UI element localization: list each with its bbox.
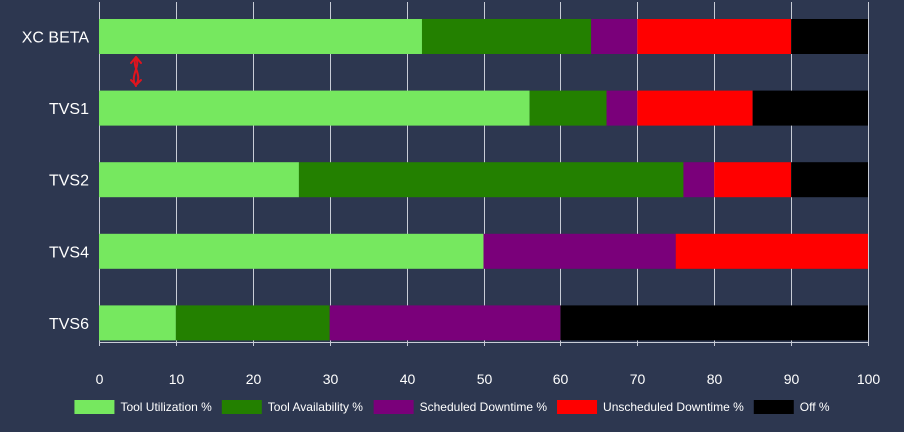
- x-tick-label-90: 90: [784, 371, 800, 387]
- legend: Tool Utilization % Tool Availability % Sch…: [74, 400, 830, 414]
- bar-segment-tvs6-0[interactable]: [99, 305, 176, 341]
- bar-segment-tvs6-1[interactable]: [175, 305, 330, 341]
- legend-swatch: [221, 400, 262, 414]
- x-tick-label-50: 50: [477, 371, 493, 387]
- legend-item-4[interactable]: Off %: [753, 400, 830, 414]
- bar-segment-xc-beta-4[interactable]: [791, 19, 868, 54]
- bar-segment-tvs6-2[interactable]: [329, 305, 561, 341]
- x-tick-label-10: 10: [169, 371, 185, 387]
- legend-item-1[interactable]: Tool Availability %: [221, 400, 363, 414]
- category-label-tvs6: TVS6: [49, 316, 89, 333]
- bar-layer: [99, 19, 868, 341]
- legend-swatch: [557, 400, 598, 414]
- x-tick-label-0: 0: [96, 371, 104, 387]
- bar-segment-tvs4-0[interactable]: [99, 233, 484, 269]
- bar-segment-xc-beta-1[interactable]: [421, 19, 592, 54]
- category-label-tvs4: TVS4: [49, 244, 89, 261]
- bar-segment-tvs1-3[interactable]: [637, 90, 753, 126]
- bar-segment-tvs1-1[interactable]: [529, 90, 607, 126]
- bar-segment-xc-beta-2[interactable]: [591, 19, 638, 54]
- bar-segment-tvs4-3[interactable]: [675, 233, 868, 269]
- x-tick-label-20: 20: [246, 371, 262, 387]
- x-tick-label-100: 100: [857, 371, 881, 387]
- legend-label: Scheduled Downtime %: [420, 400, 548, 414]
- bar-segment-xc-beta-0[interactable]: [99, 19, 422, 54]
- x-tick-label-70: 70: [630, 371, 646, 387]
- bar-segment-tvs2-2[interactable]: [683, 162, 715, 198]
- legend-item-0[interactable]: Tool Utilization %: [74, 400, 212, 414]
- double-arrow-annotation: [130, 56, 142, 87]
- category-label-xc-beta: XC BETA: [22, 30, 90, 47]
- category-label-tvs2: TVS2: [49, 173, 89, 190]
- legend-label: Unscheduled Downtime %: [603, 400, 744, 414]
- legend-label: Tool Availability %: [268, 400, 363, 414]
- legend-swatch: [373, 400, 414, 414]
- bar-segment-tvs6-4[interactable]: [560, 305, 868, 341]
- legend-item-3[interactable]: Unscheduled Downtime %: [557, 400, 744, 414]
- bar-segment-tvs2-1[interactable]: [298, 162, 684, 198]
- bar-segment-xc-beta-3[interactable]: [637, 19, 792, 54]
- legend-swatch: [753, 400, 794, 414]
- label-layer: 0 10 20 30 40 50 60 70 80 90 100 XC BETA TVS1 TVS2 TVS…: [22, 30, 881, 388]
- bar-segment-tvs2-4[interactable]: [791, 162, 868, 198]
- annotation-layer: [130, 56, 142, 87]
- x-tick-label-80: 80: [707, 371, 723, 387]
- bar-segment-tvs4-2[interactable]: [483, 233, 676, 269]
- legend-item-2[interactable]: Scheduled Downtime %: [373, 400, 548, 414]
- bar-segment-tvs2-3[interactable]: [714, 162, 792, 198]
- bar-segment-tvs1-2[interactable]: [606, 90, 638, 126]
- legend-label: Tool Utilization %: [120, 400, 212, 414]
- legend-swatch: [74, 400, 115, 414]
- category-label-tvs1: TVS1: [49, 101, 89, 118]
- legend-label: Off %: [800, 400, 830, 414]
- bar-segment-tvs1-4[interactable]: [752, 90, 868, 126]
- x-tick-label-40: 40: [400, 371, 416, 387]
- x-tick-label-60: 60: [553, 371, 569, 387]
- bar-segment-tvs1-0[interactable]: [99, 90, 530, 126]
- x-tick-label-30: 30: [323, 371, 339, 387]
- bar-segment-tvs2-0[interactable]: [99, 162, 299, 198]
